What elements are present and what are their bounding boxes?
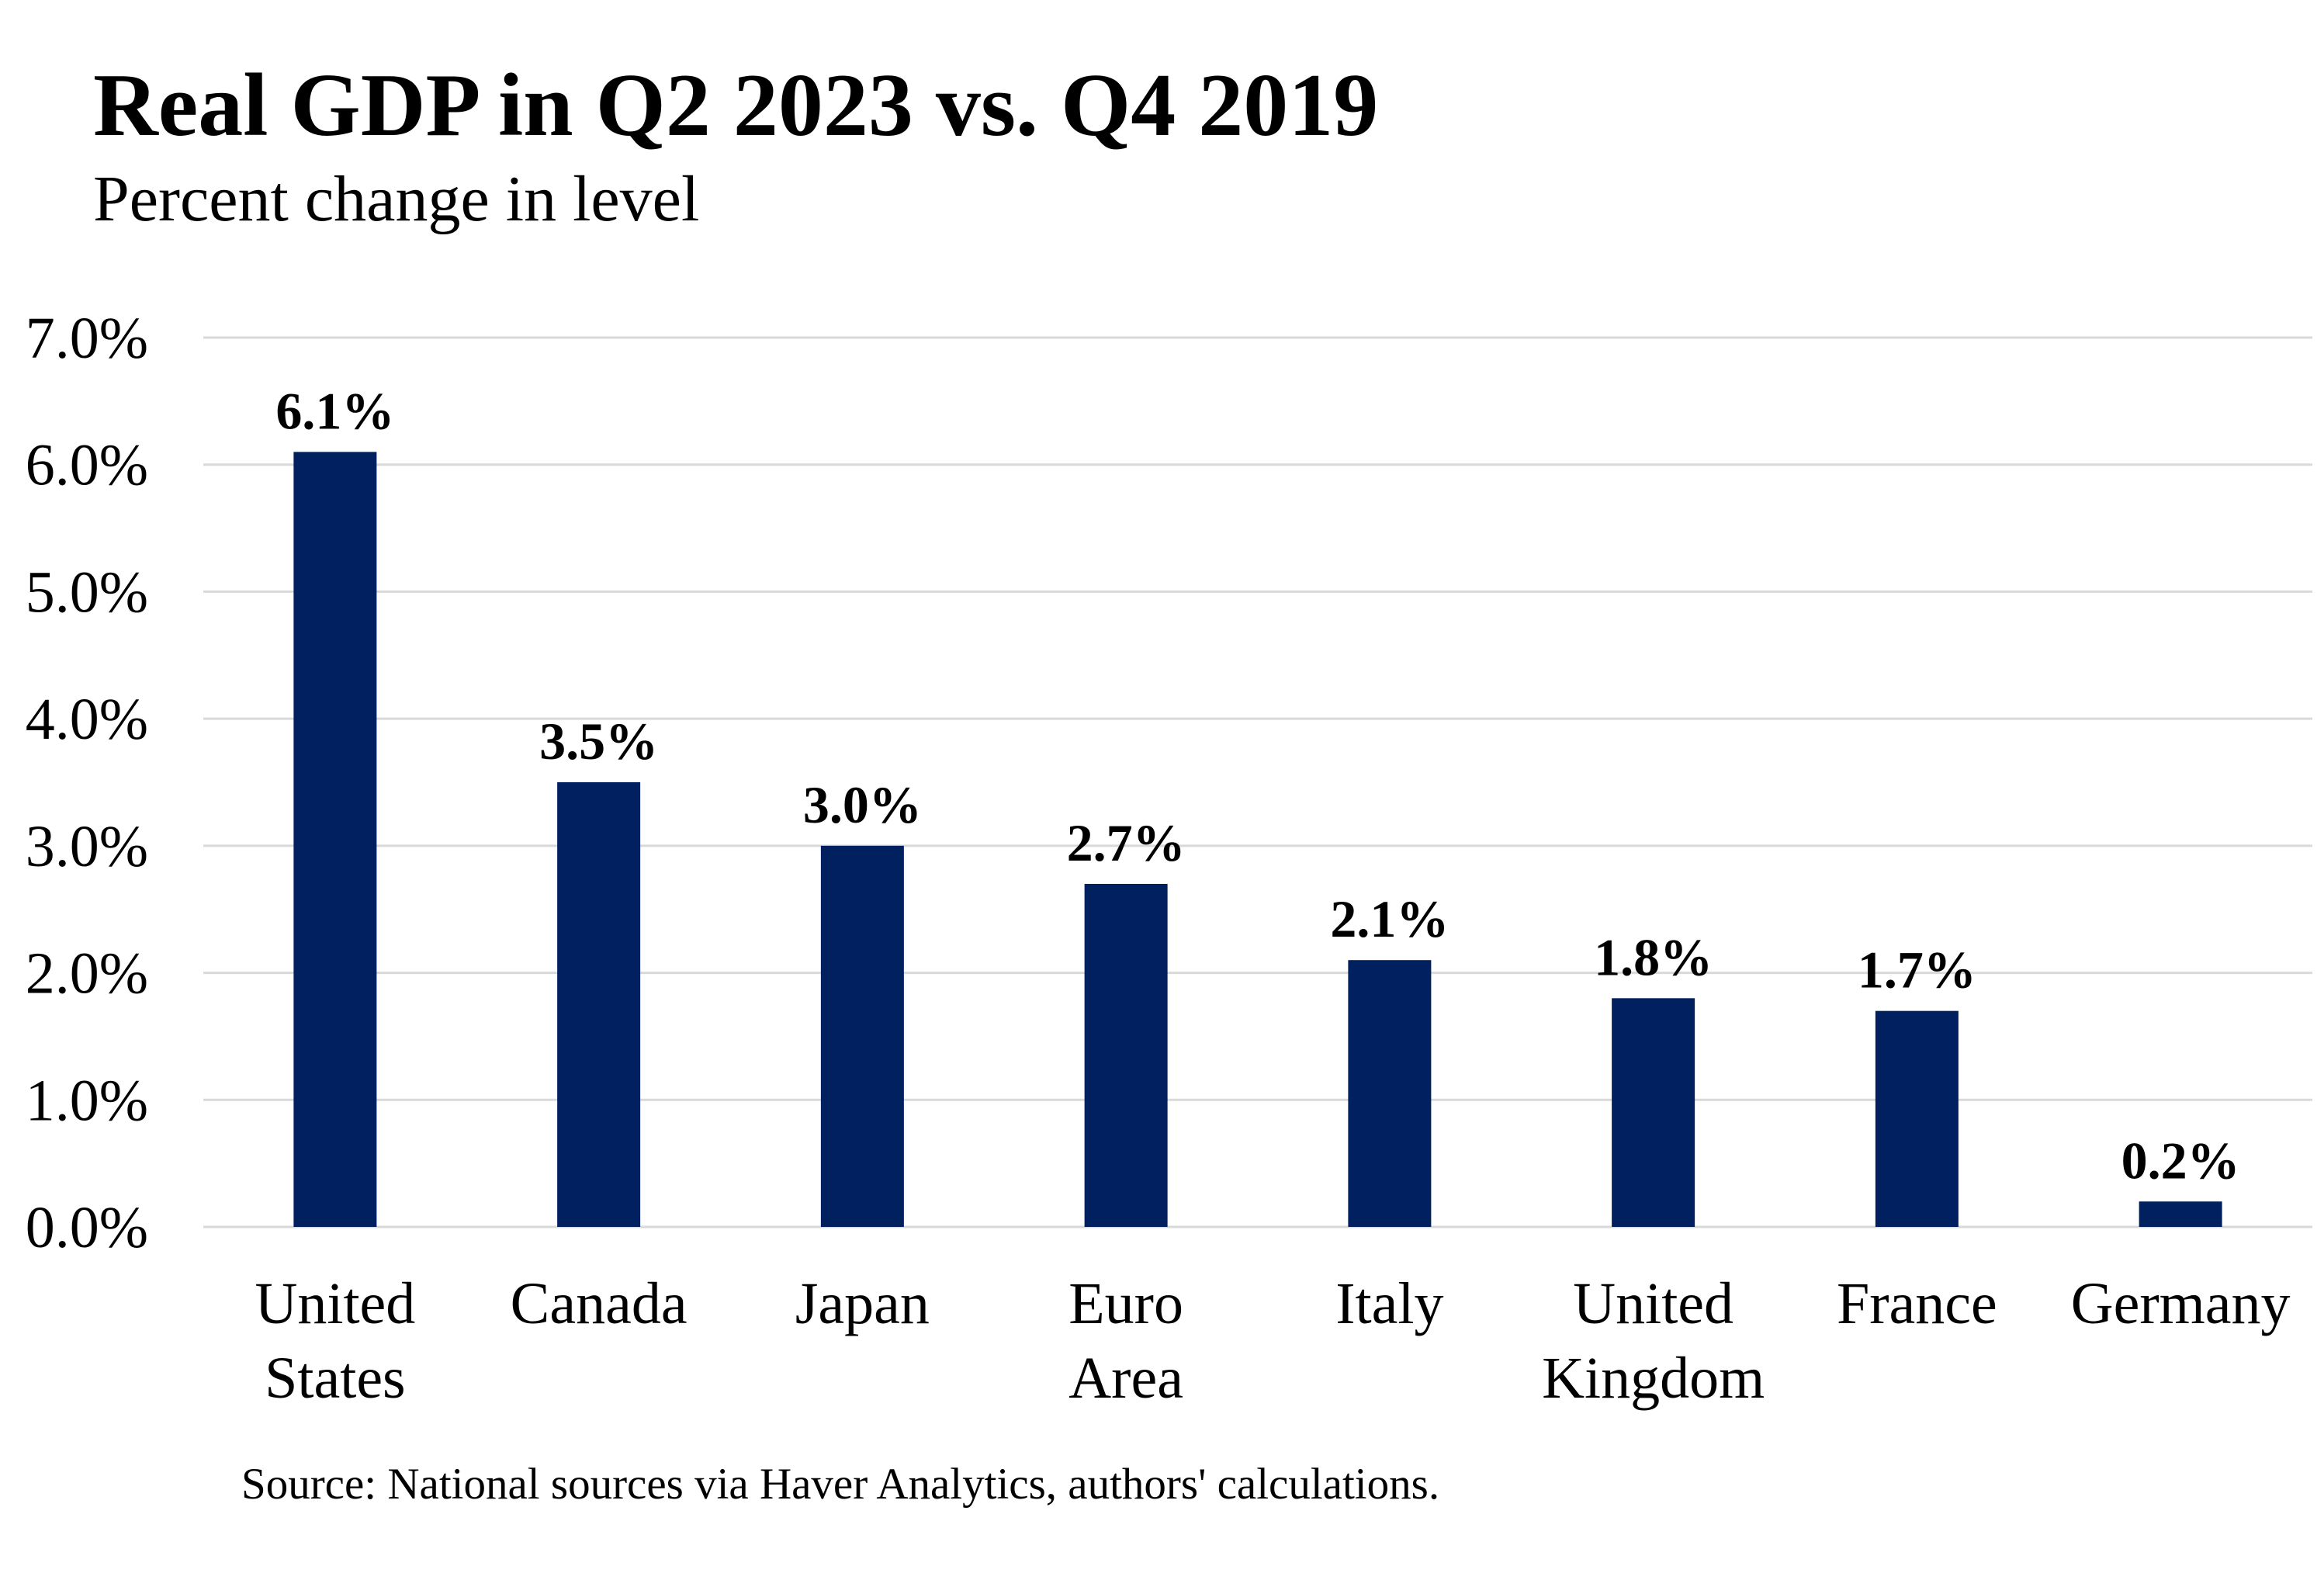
bar <box>1084 883 1168 1227</box>
data-label: 0.2% <box>2121 1131 2240 1190</box>
y-tick-label: 6.0% <box>26 433 148 498</box>
data-label: 1.8% <box>1594 927 1713 986</box>
y-tick-label: 0.0% <box>26 1195 148 1260</box>
bar <box>820 845 904 1227</box>
data-label: 3.5% <box>539 712 658 771</box>
chart-title: Real GDP in Q2 2023 vs. Q4 2019 <box>93 56 1379 155</box>
x-tick-label: Italy <box>1335 1271 1443 1336</box>
bar <box>1875 1010 1959 1227</box>
y-tick-label: 5.0% <box>26 560 148 625</box>
x-tick-label: Area <box>1068 1346 1183 1411</box>
y-tick-label: 7.0% <box>26 306 148 371</box>
data-label: 1.7% <box>1858 941 1976 1000</box>
x-tick-label: France <box>1837 1271 1997 1336</box>
x-tick-label: United <box>255 1271 415 1336</box>
data-label: 2.7% <box>1067 813 1186 872</box>
x-tick-label: Japan <box>795 1271 930 1336</box>
data-label: 3.0% <box>803 775 922 834</box>
y-tick-label: 4.0% <box>26 687 148 752</box>
y-tick-label: 2.0% <box>26 941 148 1007</box>
x-tick-label: States <box>265 1346 406 1411</box>
bar <box>1348 960 1432 1227</box>
data-label: 6.1% <box>275 381 394 440</box>
x-tick-label: United <box>1573 1271 1733 1336</box>
source-note: Source: National sources via Haver Analy… <box>241 1460 1440 1509</box>
x-tick-label: Germany <box>2071 1271 2291 1336</box>
x-tick-label: Canada <box>511 1271 688 1336</box>
data-label: 2.1% <box>1330 889 1449 948</box>
bar <box>1612 998 1695 1227</box>
y-tick-label: 3.0% <box>26 814 148 879</box>
bar <box>293 452 377 1227</box>
bar <box>557 782 641 1227</box>
bar <box>2139 1201 2222 1227</box>
x-tick-label: Kingdom <box>1542 1346 1765 1411</box>
chart-subtitle: Percent change in level <box>93 163 700 235</box>
y-tick-label: 1.0% <box>26 1068 148 1133</box>
x-tick-label: Euro <box>1068 1271 1183 1336</box>
